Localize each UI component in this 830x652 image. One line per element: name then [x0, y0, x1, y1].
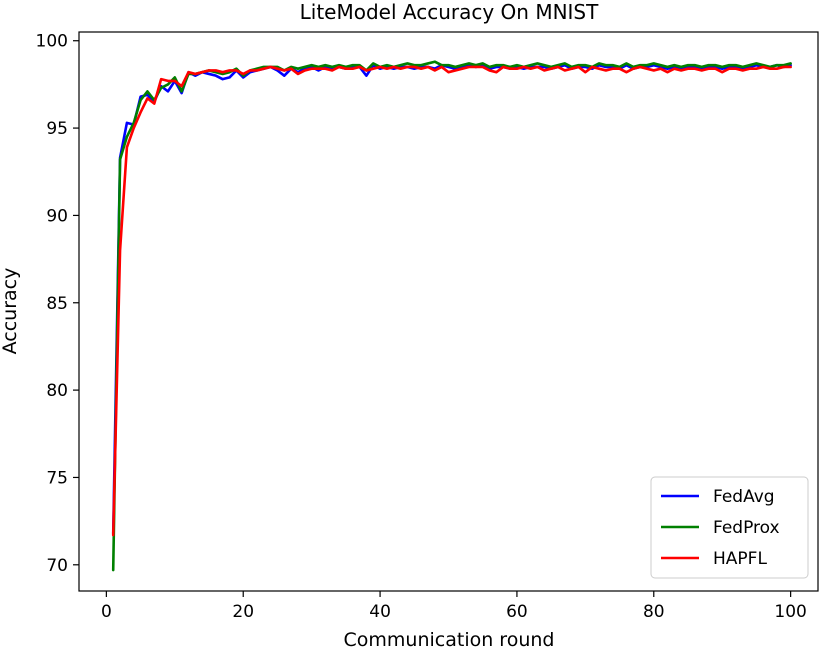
y-tick-label: 100: [36, 32, 68, 52]
x-axis: 0 20 40 60 80 100: [101, 591, 807, 622]
y-tick-label: 70: [46, 556, 68, 576]
plot-frame: [78, 31, 819, 592]
x-tick-label: 0: [101, 602, 112, 622]
y-tick-label: 75: [46, 468, 68, 488]
y-tick-label: 95: [46, 119, 68, 139]
series-line-fedavg: [111, 63, 792, 535]
legend-label-fedprox: FedProx: [713, 518, 780, 538]
legend-label-fedavg: FedAvg: [713, 487, 775, 507]
series-line-fedprox: [111, 60, 792, 572]
y-tick-label: 90: [46, 206, 68, 226]
x-tick-label: 80: [643, 602, 665, 622]
x-tick-label: 20: [232, 602, 254, 622]
series-layer: [111, 60, 792, 572]
chart-title: LiteModel Accuracy On MNIST: [300, 0, 600, 24]
x-tick-label: 60: [506, 602, 528, 622]
y-tick-label: 80: [46, 381, 68, 401]
x-tick-label: 100: [774, 602, 806, 622]
y-axis-label: Accuracy: [0, 268, 21, 355]
x-tick-label: 40: [369, 602, 391, 622]
legend-box: [650, 476, 809, 579]
series-line-hapfl: [111, 65, 792, 537]
y-tick-label: 85: [46, 294, 68, 314]
legend-label-hapfl: HAPFL: [713, 549, 767, 569]
y-axis: 70 75 80 85 90 95 100: [36, 32, 79, 576]
x-axis-label: Communication round: [344, 629, 555, 651]
legend: FedAvg FedProx HAPFL: [650, 476, 809, 579]
